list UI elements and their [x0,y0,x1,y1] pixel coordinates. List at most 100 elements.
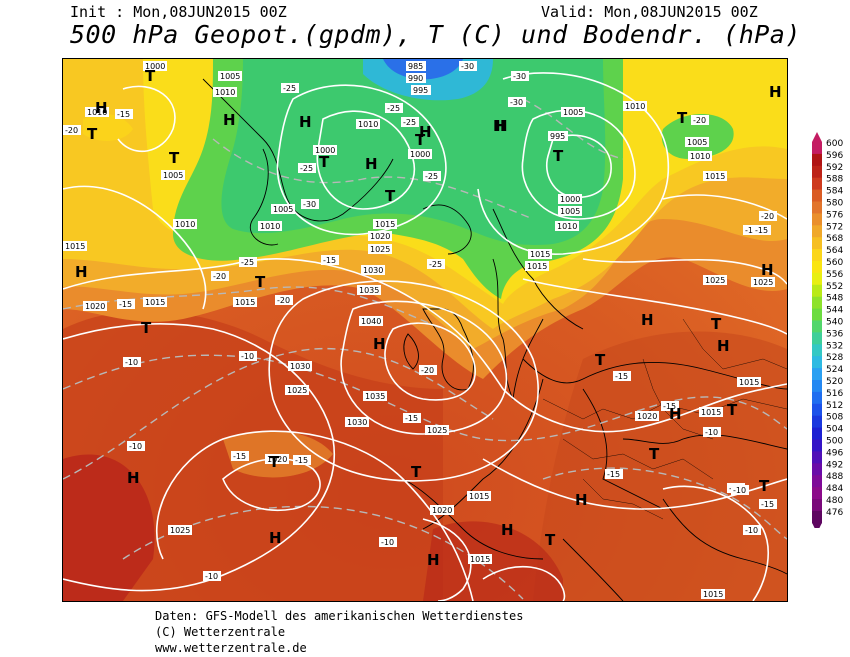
svg-text:995: 995 [550,132,565,141]
legend-bottom-arrow [812,522,822,533]
svg-text:1015: 1015 [527,262,547,271]
legend-swatch [812,463,822,476]
low-marker: T [169,149,180,167]
pressure-label: 1015 [703,171,727,181]
temp-label: -15 [759,499,777,509]
legend-label: 540 [826,318,843,328]
pressure-label: 1000 [313,145,337,155]
pressure-label: 1015 [528,249,552,259]
pressure-label: 1025 [425,425,449,435]
svg-text:1030: 1030 [347,418,367,427]
high-marker: H [75,263,88,281]
svg-text:1010: 1010 [87,108,107,117]
legend-label: 496 [826,448,843,458]
pressure-label: 1005 [218,71,242,81]
warm-band-east [533,331,787,601]
low-marker: T [595,351,606,369]
low-marker: T [553,147,564,165]
temp-label: -25 [281,83,299,93]
pressure-label: 1035 [363,391,387,401]
pressure-label: 1000 [408,149,432,159]
svg-text:1015: 1015 [470,555,490,564]
svg-text:1040: 1040 [361,317,381,326]
temp-label: -10 [743,525,761,535]
svg-text:1010: 1010 [557,222,577,231]
legend-label: 500 [826,437,843,447]
pressure-label: 1005 [161,170,185,180]
hot-patch-south [423,521,563,601]
legend-swatch [812,213,822,226]
svg-text:-10: -10 [705,428,718,437]
temp-label: -20 [275,295,293,305]
legend-label: 512 [826,401,843,411]
legend-swatch [812,296,822,310]
temp-label: -25 [427,259,445,269]
pressure-label: 1015 [143,297,167,307]
svg-text:1025: 1025 [370,245,390,254]
svg-text:1035: 1035 [365,392,385,401]
legend-swatch [812,499,822,512]
pressure-label: 1030 [345,417,369,427]
pressure-label: 1010 [173,219,197,229]
legend-label: 548 [826,294,843,304]
pressure-label: 1010 [688,151,712,161]
pressure-label: 1000 [558,194,582,204]
high-marker: H [373,335,386,353]
svg-text:1005: 1005 [273,205,293,214]
legend-label: 576 [826,210,843,220]
svg-text:1000: 1000 [315,146,335,155]
low-marker: T [141,319,152,337]
pressure-label: 1015 [373,219,397,229]
svg-text:1020: 1020 [85,302,105,311]
pressure-label: 1005 [685,137,709,147]
init-time: Init : Mon,08JUN2015 00Z [70,3,287,21]
legend-label: 588 [826,175,843,185]
valid-time: Valid: Mon,08JUN2015 00Z [541,3,758,21]
pressure-label: 990 [406,73,426,83]
legend-label: 480 [826,496,843,506]
high-marker: H [501,521,514,539]
pressure-label: 1020 [265,454,289,464]
low-marker: T [319,153,330,171]
svg-text:-20: -20 [277,296,290,305]
svg-text:1010: 1010 [690,152,710,161]
temp-label: -30 [511,71,529,81]
temp-label: -10 [703,427,721,437]
pressure-label: 1010 [258,221,282,231]
legend-swatch [812,272,822,286]
temp-label: -30 [508,97,526,107]
legend-label: 492 [826,460,843,470]
svg-text:-10: -10 [125,358,138,367]
high-marker: H [419,123,432,141]
svg-text:-15: -15 [755,226,768,235]
legend-swatch [812,439,822,452]
temp-label: -10 [379,537,397,547]
svg-text:-10: -10 [381,538,394,547]
svg-text:990: 990 [408,74,423,83]
pressure-label: 1020 [635,411,659,421]
legend-swatch [812,380,822,393]
legend-swatch [812,427,822,440]
temp-label: -15 [293,455,311,465]
pressure-label: 1015 [233,297,257,307]
pressure-label: 1015 [525,261,549,271]
low-marker: T [87,125,98,143]
map-canvas: 1000 1005 1010 985 990 995 1010 1005 101… [63,59,787,601]
svg-text:-20: -20 [421,366,434,375]
legend-label: 504 [826,425,843,435]
svg-text:1005: 1005 [560,207,580,216]
low-marker: T [385,187,396,205]
legend-swatch [812,451,822,464]
footer-source: Daten: GFS-Modell des amerikanischen Wet… [155,609,524,623]
pressure-label: 1015 [468,554,492,564]
svg-text:-15: -15 [119,300,132,309]
svg-text:1020: 1020 [267,455,287,464]
svg-text:1015: 1015 [739,378,759,387]
temp-label: -25 [401,117,419,127]
svg-text:-20: -20 [65,126,78,135]
temp-label: -15 [605,469,623,479]
pressure-label: 1015 [699,407,723,417]
temp-label: -15 [743,225,761,235]
legend-swatch [812,237,822,250]
high-marker: H [761,261,774,279]
